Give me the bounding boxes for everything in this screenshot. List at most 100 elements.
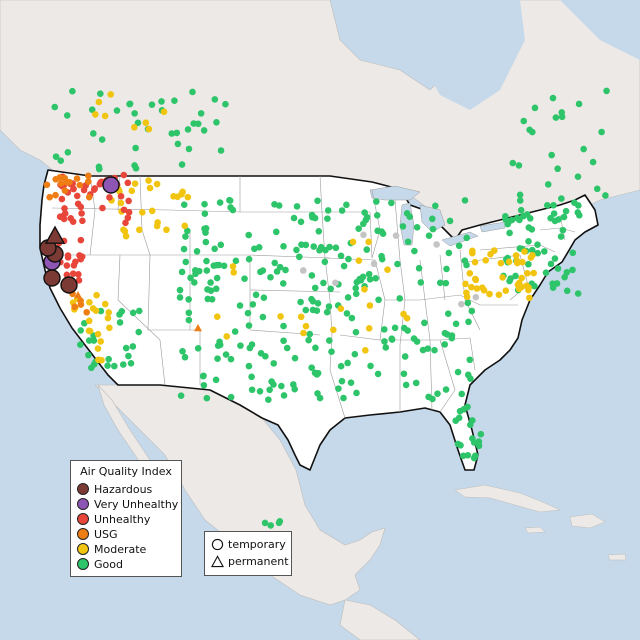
station-moderate-temporary[interactable]	[471, 258, 479, 266]
station-moderate-temporary[interactable]	[330, 326, 337, 334]
station-usg-temporary[interactable]	[57, 180, 65, 187]
station-good-temporary[interactable]	[222, 100, 229, 108]
station-good-temporary[interactable]	[312, 344, 319, 352]
station-gray-temporary[interactable]	[370, 260, 378, 268]
station-good-temporary[interactable]	[541, 248, 548, 255]
station-good-temporary[interactable]	[315, 228, 323, 235]
station-good-temporary[interactable]	[203, 394, 211, 402]
station-good-temporary[interactable]	[203, 267, 211, 274]
station-good-temporary[interactable]	[352, 328, 360, 336]
station-usg-temporary[interactable]	[61, 187, 69, 194]
station-good-temporary[interactable]	[425, 232, 433, 239]
station-moderate-temporary[interactable]	[297, 313, 305, 321]
station-good-temporary[interactable]	[507, 275, 514, 282]
station-unhealthy-temporary[interactable]	[78, 210, 85, 217]
station-good-temporary[interactable]	[563, 287, 571, 295]
station-good-temporary[interactable]	[359, 273, 367, 281]
station-good-temporary[interactable]	[184, 227, 191, 235]
station-good-temporary[interactable]	[528, 246, 536, 254]
station-moderate-temporary[interactable]	[229, 263, 237, 270]
station-moderate-temporary[interactable]	[497, 259, 505, 267]
station-moderate-temporary[interactable]	[106, 324, 113, 332]
station-unhealthy-temporary[interactable]	[61, 210, 69, 217]
station-moderate-temporary[interactable]	[136, 226, 143, 234]
station-good-temporary[interactable]	[131, 110, 138, 117]
station-good-temporary[interactable]	[525, 238, 532, 245]
station-moderate-temporary[interactable]	[93, 291, 100, 299]
station-good-temporary[interactable]	[401, 353, 409, 360]
station-good-temporary[interactable]	[526, 126, 533, 134]
station-good-temporary[interactable]	[381, 338, 388, 345]
station-moderate-temporary[interactable]	[523, 269, 531, 277]
station-good-temporary[interactable]	[179, 347, 186, 355]
station-good-temporary[interactable]	[226, 197, 234, 204]
station-good-temporary[interactable]	[248, 373, 255, 381]
station-good-temporary[interactable]	[176, 286, 184, 294]
station-good-temporary[interactable]	[324, 207, 332, 214]
station-good-temporary[interactable]	[593, 185, 601, 193]
station-good-temporary[interactable]	[429, 225, 437, 233]
station-good-temporary[interactable]	[547, 214, 554, 222]
station-unhealthy-temporary[interactable]	[75, 277, 83, 284]
station-moderate-temporary[interactable]	[365, 238, 372, 246]
station-unhealthy-temporary[interactable]	[120, 171, 128, 179]
station-moderate-temporary[interactable]	[472, 276, 480, 284]
station-usg-temporary[interactable]	[73, 175, 81, 182]
station-moderate-temporary[interactable]	[148, 207, 156, 215]
station-good-temporary[interactable]	[338, 207, 346, 214]
station-moderate-temporary[interactable]	[366, 302, 374, 309]
station-good-temporary[interactable]	[404, 238, 412, 246]
station-good-temporary[interactable]	[279, 280, 287, 287]
station-good-temporary[interactable]	[176, 294, 184, 301]
station-moderate-temporary[interactable]	[482, 256, 489, 264]
station-unhealthy-temporary[interactable]	[76, 252, 83, 259]
station-good-temporary[interactable]	[97, 307, 105, 315]
station-good-temporary[interactable]	[410, 335, 418, 342]
station-good-temporary[interactable]	[168, 130, 176, 137]
station-good-temporary[interactable]	[283, 344, 291, 352]
station-good-temporary[interactable]	[321, 258, 329, 266]
station-good-temporary[interactable]	[88, 106, 96, 114]
station-moderate-temporary[interactable]	[530, 269, 537, 277]
station-good-temporary[interactable]	[520, 117, 528, 125]
station-good-temporary[interactable]	[400, 370, 408, 378]
station-good-temporary[interactable]	[580, 145, 587, 153]
station-good-temporary[interactable]	[227, 393, 235, 401]
station-gray-temporary[interactable]	[458, 300, 465, 308]
station-moderate-temporary[interactable]	[223, 333, 231, 340]
station-good-temporary[interactable]	[552, 114, 560, 121]
station-good-temporary[interactable]	[202, 238, 210, 246]
station-moderate-temporary[interactable]	[94, 330, 102, 338]
station-moderate-temporary[interactable]	[300, 329, 307, 337]
station-good-temporary[interactable]	[428, 215, 436, 223]
station-good-temporary[interactable]	[344, 294, 352, 301]
station-good-temporary[interactable]	[184, 126, 192, 133]
station-gray-temporary[interactable]	[472, 293, 480, 301]
station-good-temporary[interactable]	[558, 109, 566, 116]
station-moderate-temporary[interactable]	[502, 287, 510, 295]
station-good-temporary[interactable]	[464, 299, 472, 307]
station-usg-temporary[interactable]	[66, 178, 73, 186]
station-moderate-temporary[interactable]	[462, 280, 469, 288]
station-moderate-temporary[interactable]	[365, 324, 373, 332]
station-good-temporary[interactable]	[465, 318, 472, 326]
station-good-temporary[interactable]	[213, 274, 221, 282]
station-moderate-temporary[interactable]	[142, 119, 150, 126]
station-moderate-temporary[interactable]	[523, 282, 530, 289]
station-moderate-temporary[interactable]	[153, 222, 161, 230]
station-good-temporary[interactable]	[267, 273, 274, 281]
station-usg-permanent[interactable]	[74, 291, 82, 299]
station-good-temporary[interactable]	[134, 119, 142, 127]
station-good-temporary[interactable]	[265, 396, 272, 404]
station-moderate-temporary[interactable]	[384, 266, 391, 274]
station-good-temporary[interactable]	[129, 343, 137, 350]
station-good-temporary[interactable]	[309, 306, 317, 314]
station-good-temporary[interactable]	[466, 356, 474, 364]
station-moderate-temporary[interactable]	[277, 313, 284, 320]
station-moderate-temporary[interactable]	[104, 314, 112, 322]
station-good-temporary[interactable]	[335, 385, 342, 392]
station-good-temporary[interactable]	[516, 197, 524, 204]
station-good-temporary[interactable]	[534, 241, 541, 248]
station-usg-temporary[interactable]	[52, 191, 59, 199]
station-good-temporary[interactable]	[220, 262, 228, 270]
